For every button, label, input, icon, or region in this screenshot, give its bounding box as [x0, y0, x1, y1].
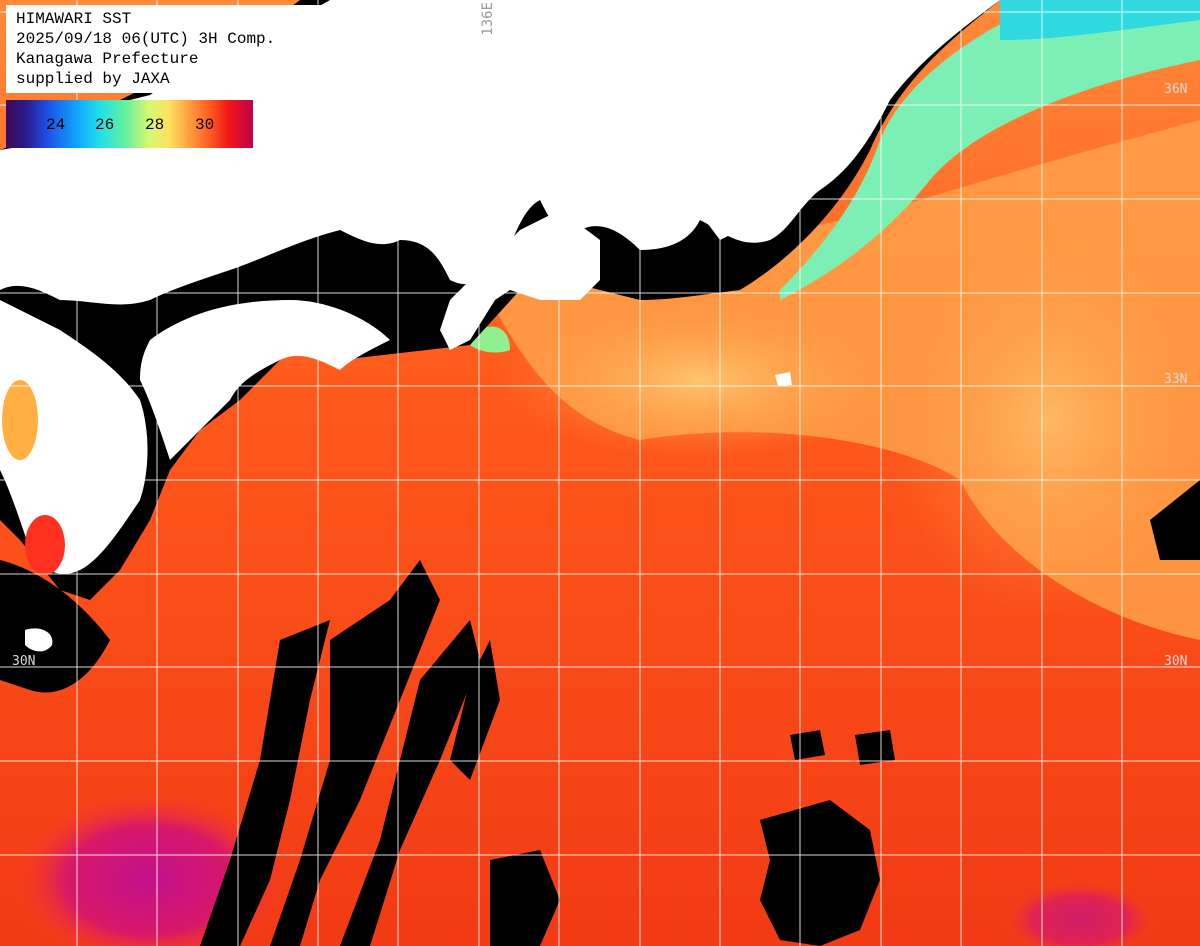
- land-kyushu: [0, 300, 148, 574]
- scale-tick-24: 24: [46, 116, 66, 134]
- lat-label-30n-right: 30N: [1164, 654, 1188, 669]
- cool-eddy: [500, 300, 900, 460]
- sst-color-scale: 24 26 28 30: [6, 100, 253, 148]
- cloud-mask: [0, 560, 110, 693]
- cloud-mask: [1150, 480, 1200, 560]
- land-kii-peninsula: [440, 210, 600, 350]
- cool-eddy: [890, 220, 1200, 620]
- lon-label-136e: 136E: [480, 2, 496, 36]
- scale-tick-28: 28: [145, 116, 165, 134]
- scale-tick-30: 30: [195, 116, 215, 134]
- scale-tick-26: 26: [95, 116, 115, 134]
- lat-label-33n: 33N: [1164, 372, 1188, 387]
- data-credit: supplied by JAXA: [16, 70, 170, 88]
- coastal-cool-band: [780, 0, 1200, 300]
- sst-patch: [2, 380, 38, 460]
- cloud-patch: [790, 730, 825, 760]
- timestamp: 2025/09/18 06(UTC) 3H Comp.: [16, 30, 276, 48]
- sst-patch: [25, 515, 65, 575]
- land-izu: [700, 170, 750, 240]
- lat-label-36n: 36N: [1164, 82, 1188, 97]
- product-title: HIMAWARI SST: [16, 10, 132, 28]
- coastal-cool-band: [1000, 0, 1200, 40]
- cloud-patch: [490, 850, 560, 946]
- cloud-patch: [760, 800, 880, 946]
- cloud-patch: [855, 730, 895, 765]
- land-small-island: [775, 372, 792, 386]
- cloud-streak: [340, 620, 480, 946]
- land-shikoku: [140, 300, 390, 460]
- cloud-streak: [200, 620, 330, 946]
- land-tanegashima: [25, 628, 53, 652]
- map-title-box: HIMAWARI SST 2025/09/18 06(UTC) 3H Comp.…: [6, 5, 350, 93]
- cloud-streak: [450, 640, 500, 780]
- hot-water-region: [1000, 880, 1160, 946]
- provider: Kanagawa Prefecture: [16, 50, 199, 68]
- lat-label-30n-left: 30N: [12, 654, 36, 669]
